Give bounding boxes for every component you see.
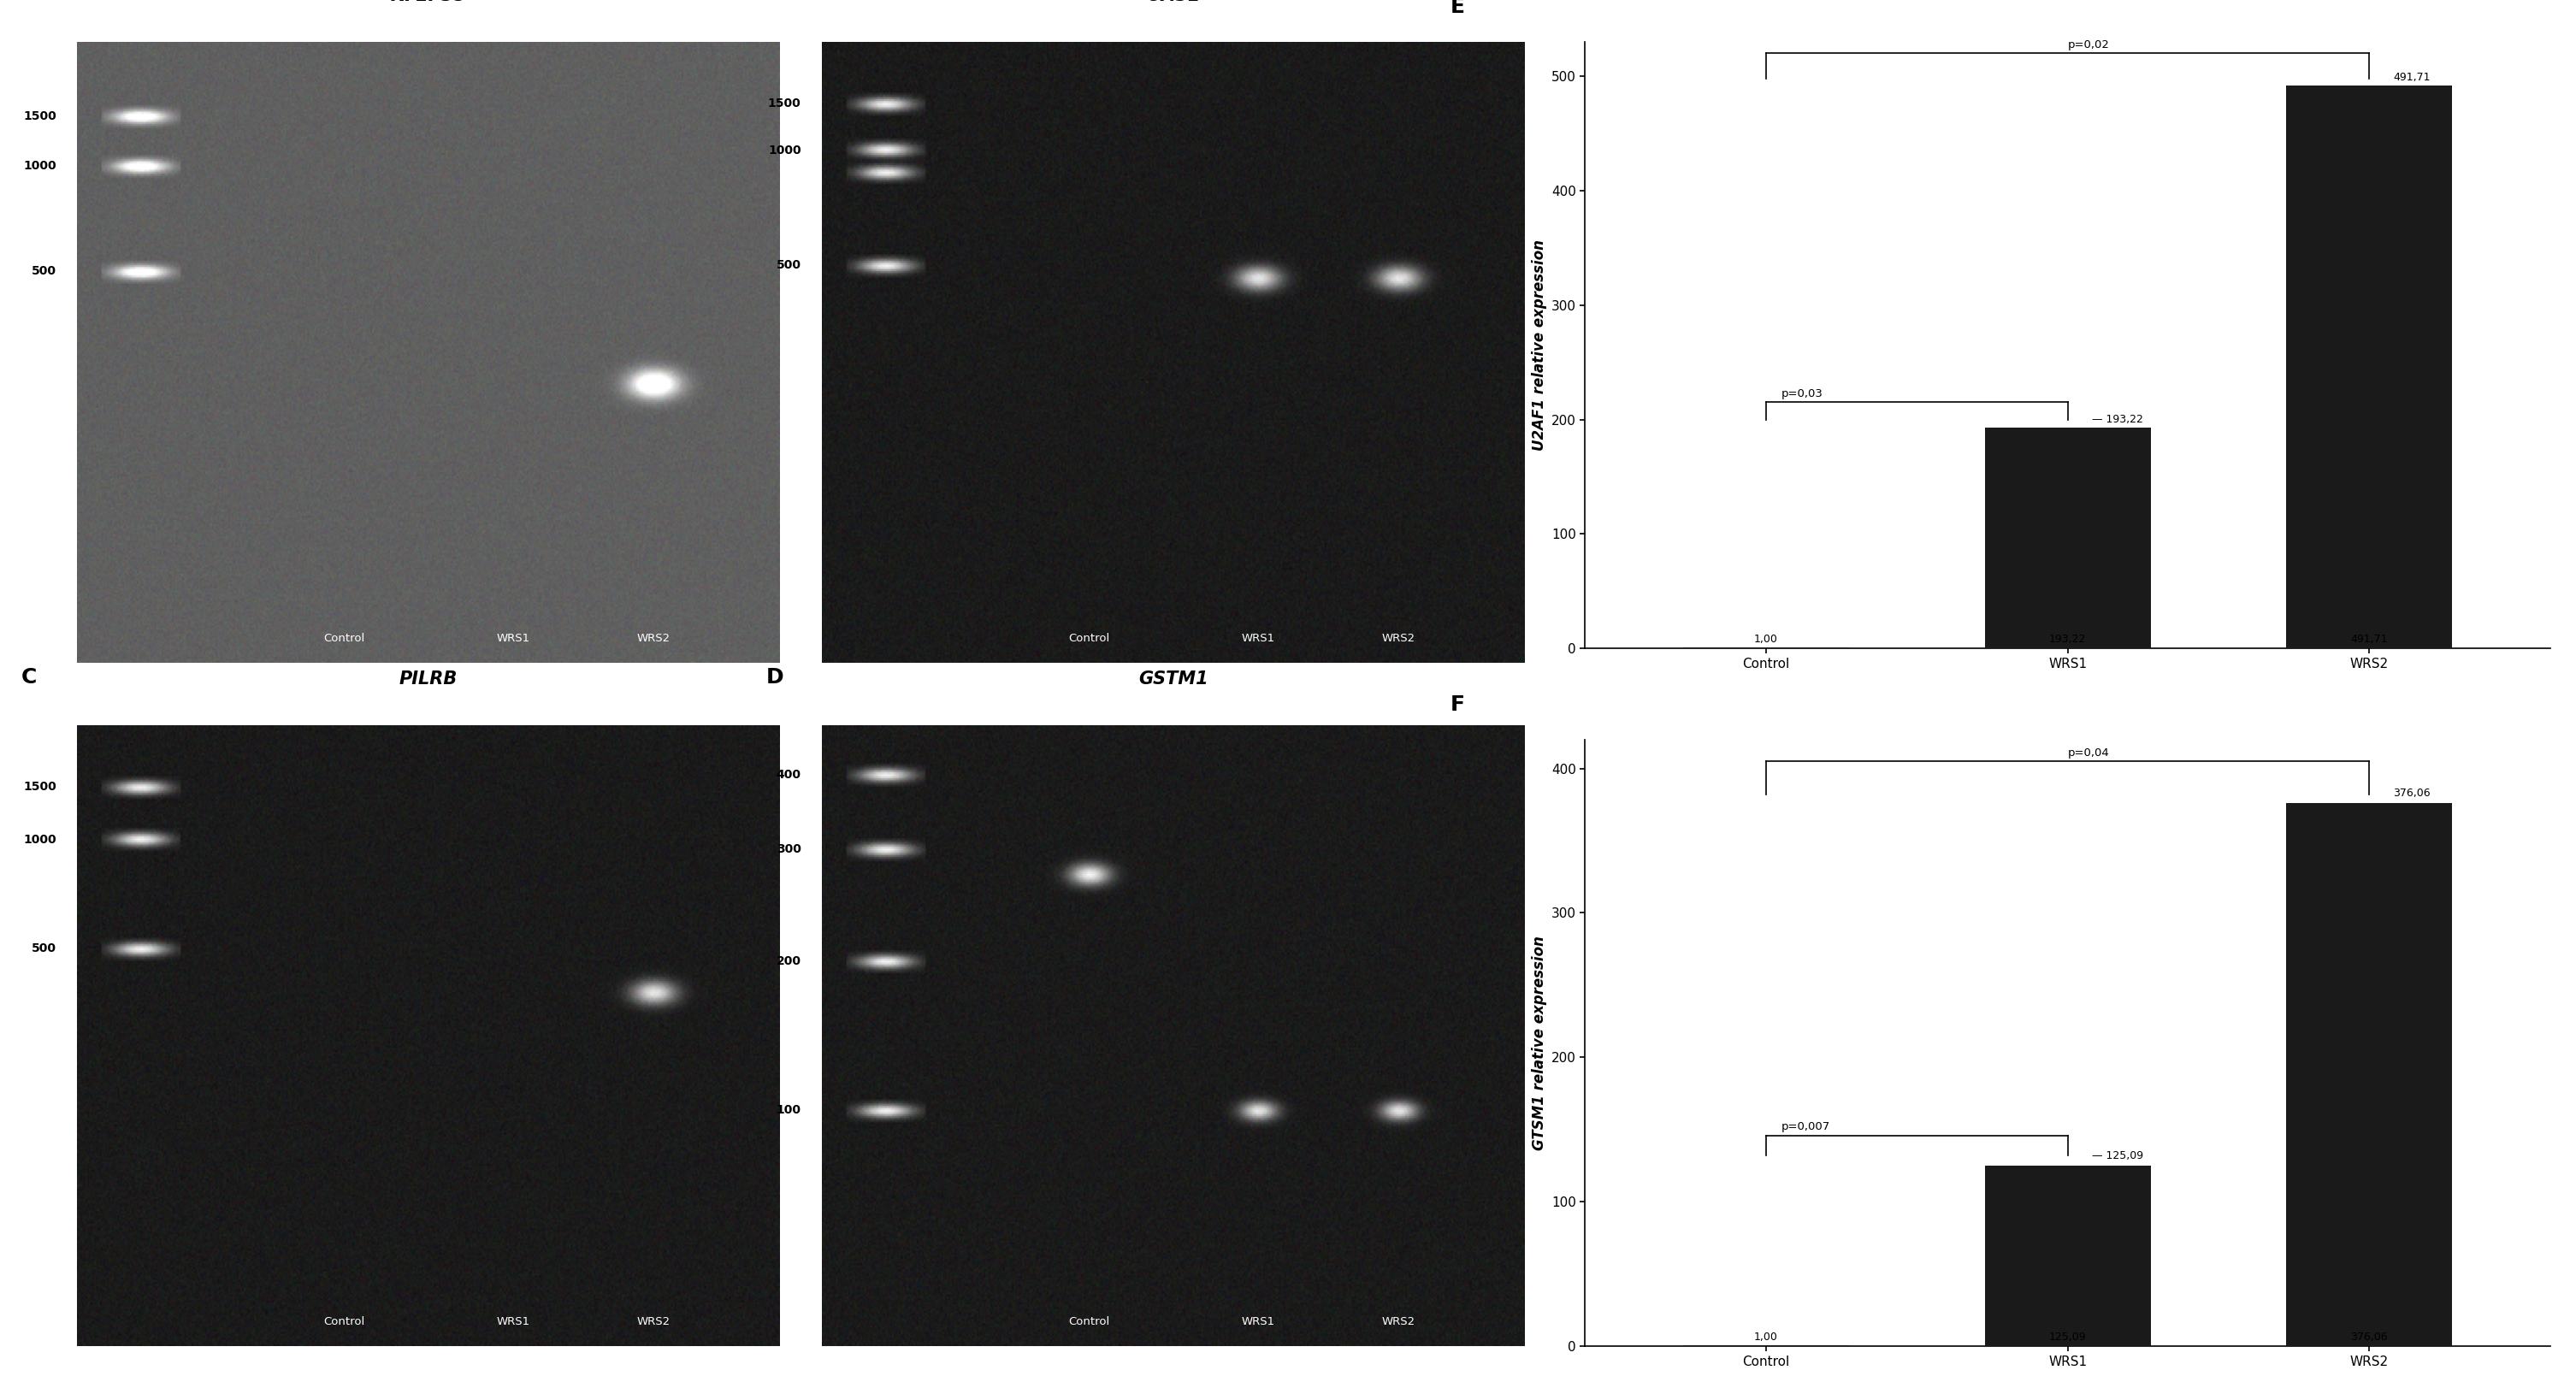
Text: D: D: [765, 668, 783, 688]
Text: GSTM1: GSTM1: [1139, 670, 1208, 688]
Text: OAS1: OAS1: [1146, 0, 1200, 4]
Bar: [2287, 86, 2452, 648]
Bar: [1984, 428, 2151, 648]
Text: 500: 500: [31, 942, 57, 955]
Text: p=0,02: p=0,02: [2069, 39, 2110, 50]
Text: 491,71: 491,71: [2352, 634, 2388, 645]
Text: 376,06: 376,06: [2352, 1331, 2388, 1342]
Text: K7EP35: K7EP35: [392, 0, 466, 4]
Text: 1000: 1000: [23, 834, 57, 847]
Y-axis label: GTSM1 relative expression: GTSM1 relative expression: [1530, 936, 1546, 1151]
Text: 400: 400: [775, 769, 801, 781]
Text: F: F: [1450, 695, 1466, 715]
Text: A: A: [21, 0, 39, 4]
Text: 1500: 1500: [23, 781, 57, 793]
Text: B: B: [765, 0, 783, 4]
Text: Control: Control: [1069, 1316, 1110, 1327]
Text: — 193,22: — 193,22: [2092, 414, 2143, 425]
Text: 1,00: 1,00: [1754, 634, 1777, 645]
Text: C: C: [21, 668, 36, 688]
Text: WRS1: WRS1: [497, 633, 531, 644]
Text: 125,09: 125,09: [2048, 1331, 2087, 1342]
Text: — 125,09: — 125,09: [2092, 1151, 2143, 1162]
Text: WRS1: WRS1: [497, 1316, 531, 1327]
Text: 100: 100: [775, 1105, 801, 1116]
Bar: [1984, 1166, 2151, 1346]
Text: WRS1: WRS1: [1242, 1316, 1275, 1327]
Text: 500: 500: [31, 265, 57, 278]
Text: E: E: [1450, 0, 1466, 18]
Bar: [2287, 804, 2452, 1346]
Text: 1000: 1000: [768, 144, 801, 157]
Text: 376,06: 376,06: [2393, 787, 2432, 798]
Text: 1500: 1500: [23, 110, 57, 122]
Text: PILRB: PILRB: [399, 670, 459, 688]
Text: WRS2: WRS2: [636, 633, 670, 644]
Text: 200: 200: [775, 955, 801, 967]
Text: 1000: 1000: [23, 160, 57, 172]
Text: p=0,03: p=0,03: [1780, 389, 1824, 400]
Text: 1500: 1500: [768, 97, 801, 110]
Text: 500: 500: [775, 260, 801, 271]
Text: WRS2: WRS2: [1381, 1316, 1414, 1327]
Text: 491,71: 491,71: [2393, 72, 2432, 83]
Text: p=0,04: p=0,04: [2069, 747, 2110, 758]
Y-axis label: U2AF1 relative expression: U2AF1 relative expression: [1530, 240, 1546, 451]
Text: 193,22: 193,22: [2048, 634, 2087, 645]
Text: Control: Control: [325, 633, 366, 644]
Text: WRS2: WRS2: [636, 1316, 670, 1327]
Text: p=0,007: p=0,007: [1780, 1122, 1829, 1133]
Text: 300: 300: [775, 844, 801, 855]
Bar: [1682, 1345, 1850, 1346]
Text: 1,00: 1,00: [1754, 1331, 1777, 1342]
Text: Control: Control: [325, 1316, 366, 1327]
Text: Control: Control: [1069, 633, 1110, 644]
Text: WRS2: WRS2: [1381, 633, 1414, 644]
Text: WRS1: WRS1: [1242, 633, 1275, 644]
